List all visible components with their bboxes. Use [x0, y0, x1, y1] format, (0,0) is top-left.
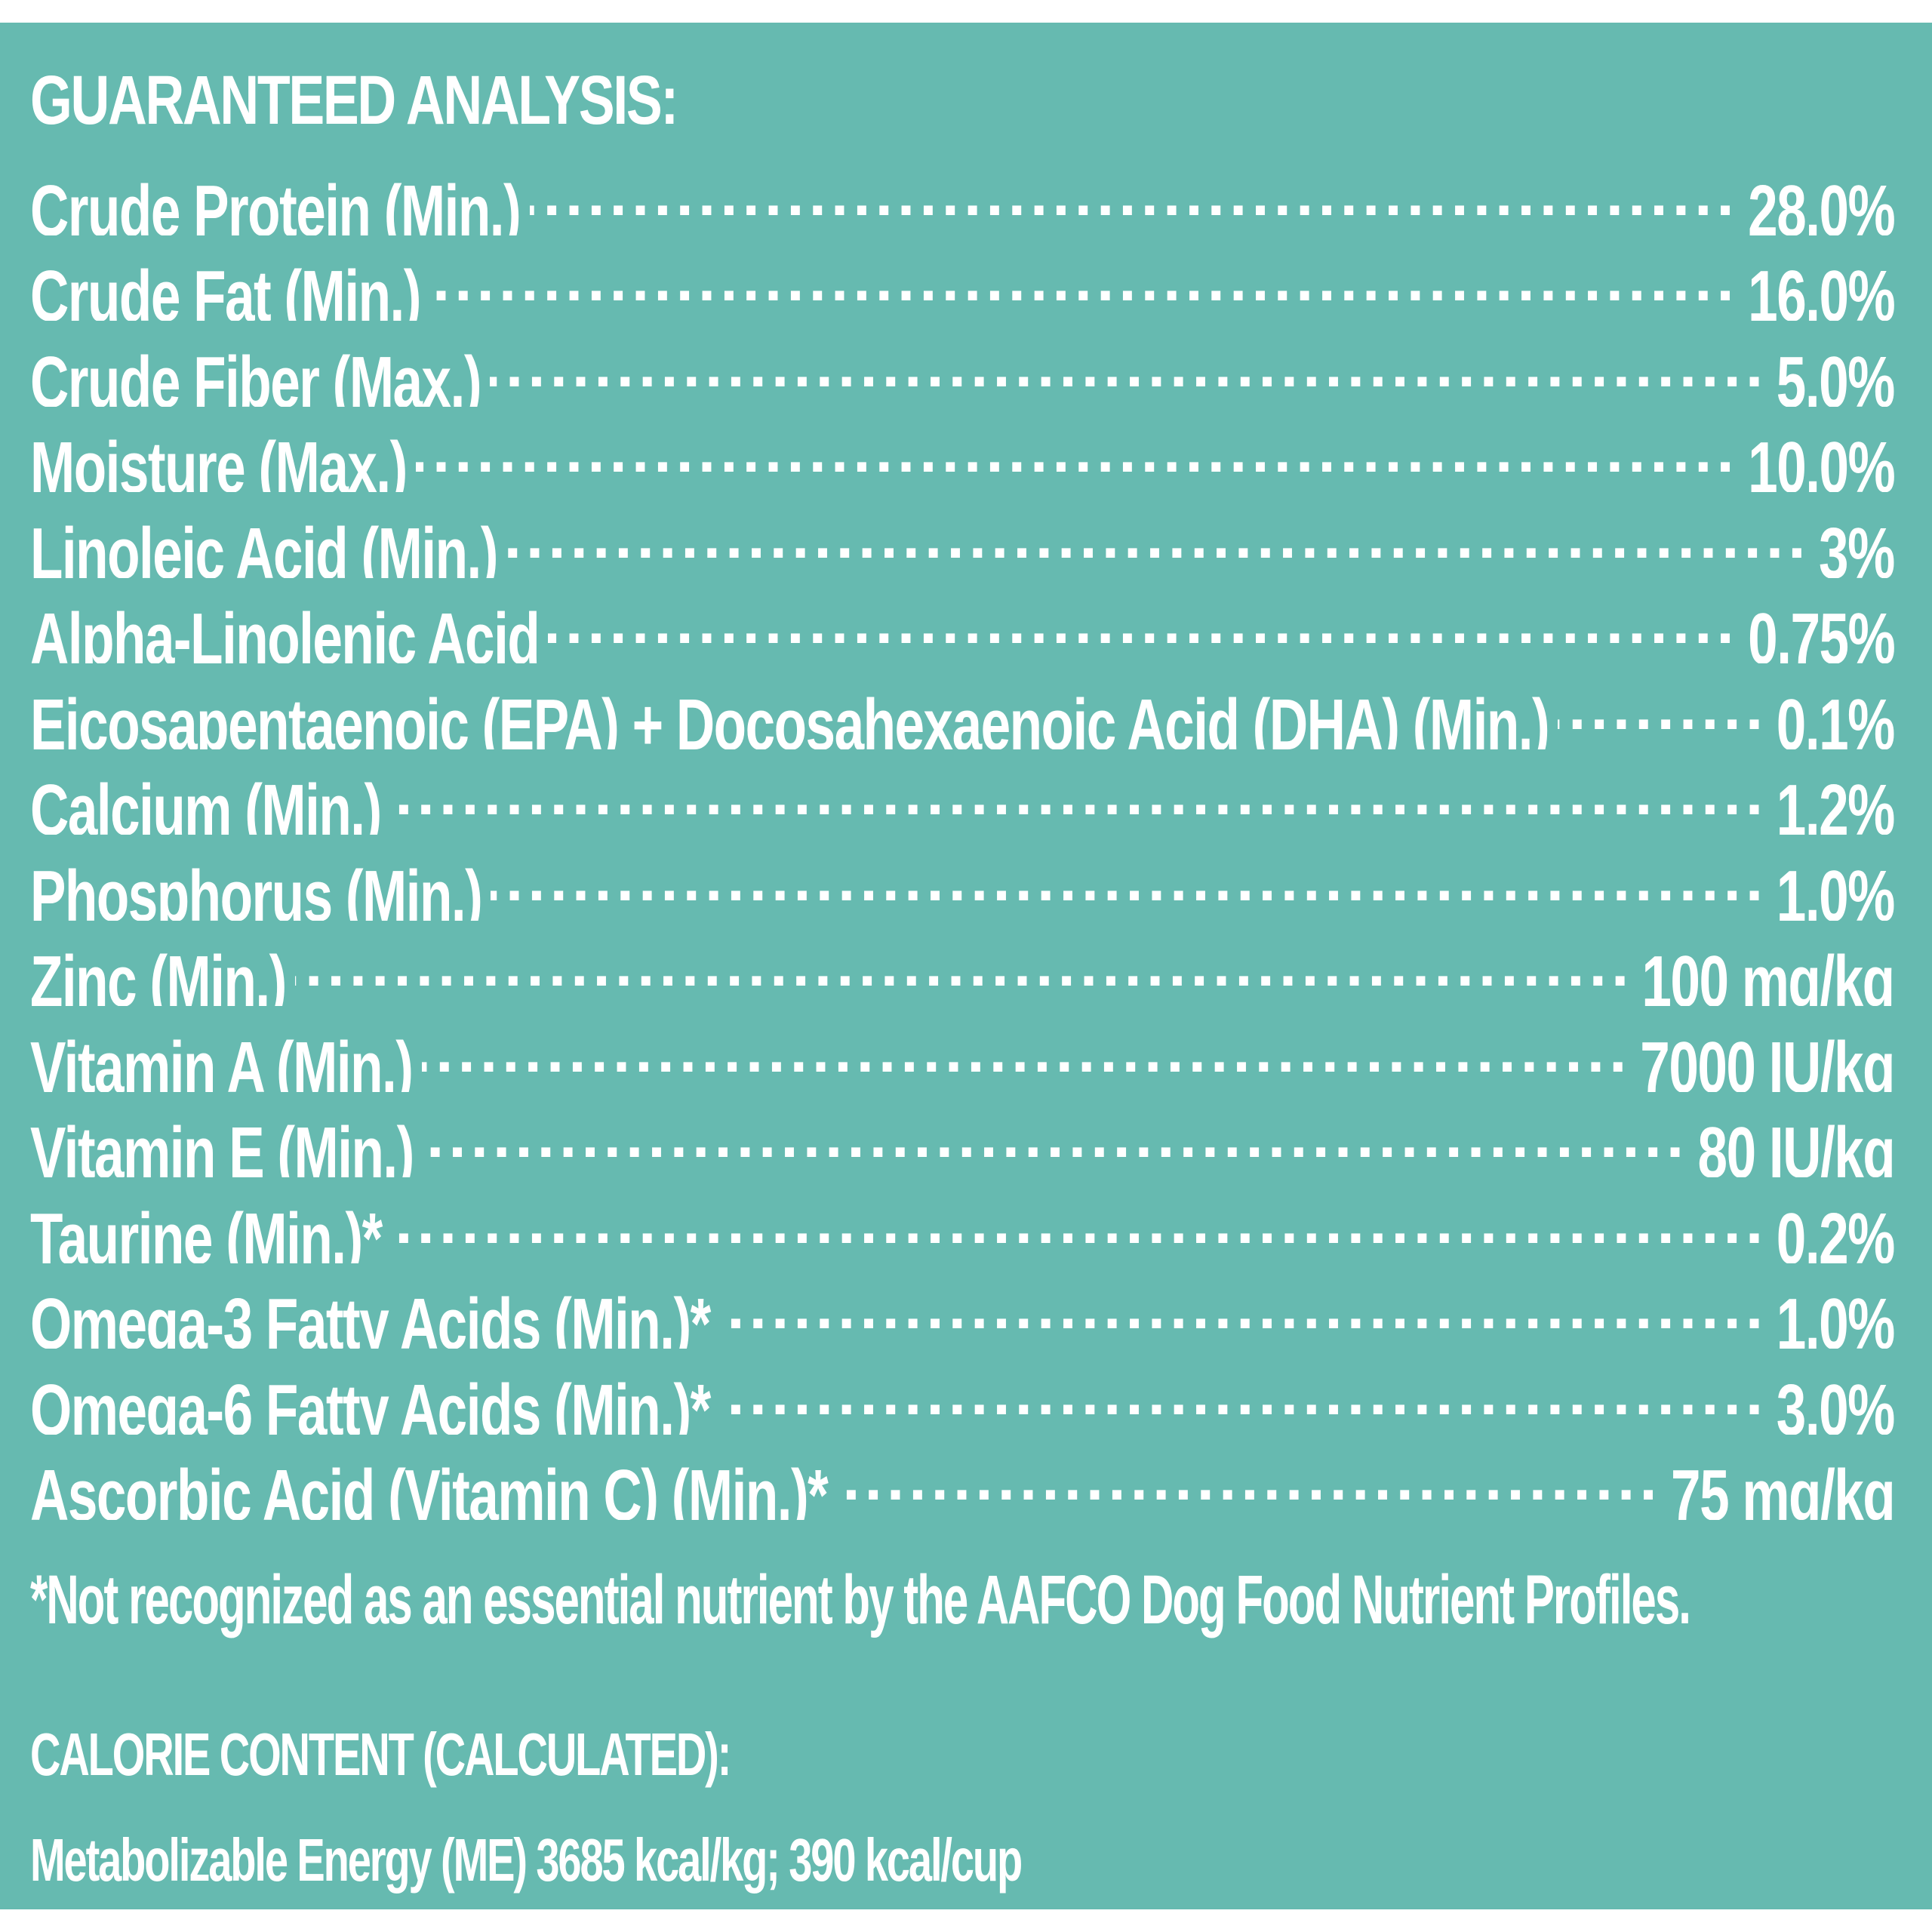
- dot-leader: [719, 1349, 1767, 1435]
- row-label: Ascorbic Acid (Vitamin C) (Min.)*: [30, 1455, 829, 1520]
- dot-leader: [423, 1092, 1688, 1178]
- analysis-row-zinc: Zinc (Min.) 100 mg/kg: [30, 921, 1894, 1007]
- row-label: Crude Fat (Min.): [30, 256, 421, 321]
- analysis-row-taurine: Taurine (Min.)* 0.2%: [30, 1177, 1894, 1263]
- calorie-content-text: Metabolizable Energy (ME) 3685 kcal/kg; …: [30, 1826, 1023, 1894]
- row-value: 10.0%: [1747, 427, 1894, 492]
- analysis-row-vitamin-a: Vitamin A (Min.) 7000 IU/kg: [30, 1006, 1894, 1092]
- row-label: Crude Protein (Min.): [30, 170, 521, 235]
- row-value: 3.0%: [1776, 1369, 1894, 1435]
- dot-leader: [530, 149, 1739, 235]
- calorie-content-heading: CALORIE CONTENT (CALCULATED):: [30, 1721, 731, 1788]
- aafco-footnote: *Not recognized as an essential nutrient…: [30, 1561, 1691, 1638]
- dot-leader: [390, 749, 1767, 835]
- row-label: Vitamin A (Min.): [30, 1026, 414, 1092]
- row-value: 28.0%: [1747, 170, 1894, 235]
- dot-leader: [1558, 663, 1767, 749]
- row-label: Omega-6 Fatty Acids (Min.)*: [30, 1369, 711, 1435]
- dot-leader: [429, 235, 1739, 321]
- row-value: 1.0%: [1776, 1284, 1894, 1349]
- dot-leader: [422, 1006, 1631, 1092]
- analysis-row-phosphorus: Phosphorus (Min.) 1.0%: [30, 835, 1894, 921]
- row-value: 1.0%: [1776, 855, 1894, 921]
- analysis-row-ascorbic-acid: Ascorbic Acid (Vitamin C) (Min.)* 75 mg/…: [30, 1435, 1894, 1521]
- row-value: 0.75%: [1747, 598, 1894, 663]
- analysis-row-omega-3: Omega-3 Fatty Acids (Min.)* 1.0%: [30, 1263, 1894, 1349]
- analysis-row-epa-dha: Eicosapentaenoic (EPA) + Docosahexaenoic…: [30, 663, 1894, 749]
- dot-leader: [548, 578, 1738, 664]
- row-value: 80 IU/kg: [1697, 1112, 1894, 1177]
- row-label: Linoleic Acid (Min.): [30, 512, 498, 578]
- row-label: Zinc (Min.): [30, 941, 287, 1006]
- analysis-row-moisture: Moisture (Max.) 10.0%: [30, 407, 1894, 493]
- analysis-row-omega-6: Omega-6 Fatty Acids (Min.)* 3.0%: [30, 1349, 1894, 1435]
- analysis-table: Crude Protein (Min.) 28.0% Crude Fat (Mi…: [30, 149, 1894, 1520]
- row-value: 0.2%: [1776, 1198, 1894, 1263]
- row-value: 7000 IU/kg: [1640, 1026, 1894, 1092]
- dot-leader: [837, 1435, 1662, 1521]
- row-label: Omega-3 Fatty Acids (Min.)*: [30, 1284, 711, 1349]
- analysis-row-calcium: Calcium (Min.) 1.2%: [30, 749, 1894, 835]
- dot-leader: [719, 1263, 1767, 1349]
- guaranteed-analysis-title: GUARANTEED ANALYSIS:: [30, 62, 678, 139]
- analysis-row-crude-fiber: Crude Fiber (Max.) 5.0%: [30, 321, 1894, 407]
- row-value: 16.0%: [1747, 256, 1894, 321]
- row-value: 1.2%: [1776, 770, 1894, 835]
- row-label: Moisture (Max.): [30, 427, 408, 492]
- analysis-row-crude-fat: Crude Fat (Min.) 16.0%: [30, 235, 1894, 321]
- dot-leader: [491, 835, 1767, 921]
- dot-leader: [416, 407, 1739, 493]
- dot-leader: [506, 492, 1810, 578]
- row-label: Crude Fiber (Max.): [30, 341, 481, 407]
- row-value: 75 mg/kg: [1670, 1455, 1894, 1520]
- row-label: Taurine (Min.)*: [30, 1198, 383, 1263]
- dot-leader: [490, 321, 1767, 407]
- row-value: 100 mg/kg: [1641, 941, 1894, 1006]
- analysis-row-crude-protein: Crude Protein (Min.) 28.0%: [30, 149, 1894, 235]
- analysis-row-alpha-linolenic-acid: Alpha-Linolenic Acid 0.75%: [30, 578, 1894, 664]
- row-label: Eicosapentaenoic (EPA) + Docosahexaenoic…: [30, 684, 1550, 749]
- row-value: 5.0%: [1776, 341, 1894, 407]
- row-label: Alpha-Linolenic Acid: [30, 598, 540, 663]
- dot-leader: [390, 1177, 1767, 1263]
- row-value: 0.1%: [1776, 684, 1894, 749]
- row-label: Phosphorus (Min.): [30, 855, 483, 921]
- row-label: Vitamin E (Min.): [30, 1112, 414, 1177]
- row-value: 3%: [1819, 512, 1894, 578]
- row-label: Calcium (Min.): [30, 770, 382, 835]
- analysis-row-vitamin-e: Vitamin E (Min.) 80 IU/kg: [30, 1092, 1894, 1178]
- nutrition-panel: GUARANTEED ANALYSIS: Crude Protein (Min.…: [0, 23, 1932, 1909]
- analysis-row-linoleic-acid: Linoleic Acid (Min.) 3%: [30, 492, 1894, 578]
- dot-leader: [295, 921, 1634, 1007]
